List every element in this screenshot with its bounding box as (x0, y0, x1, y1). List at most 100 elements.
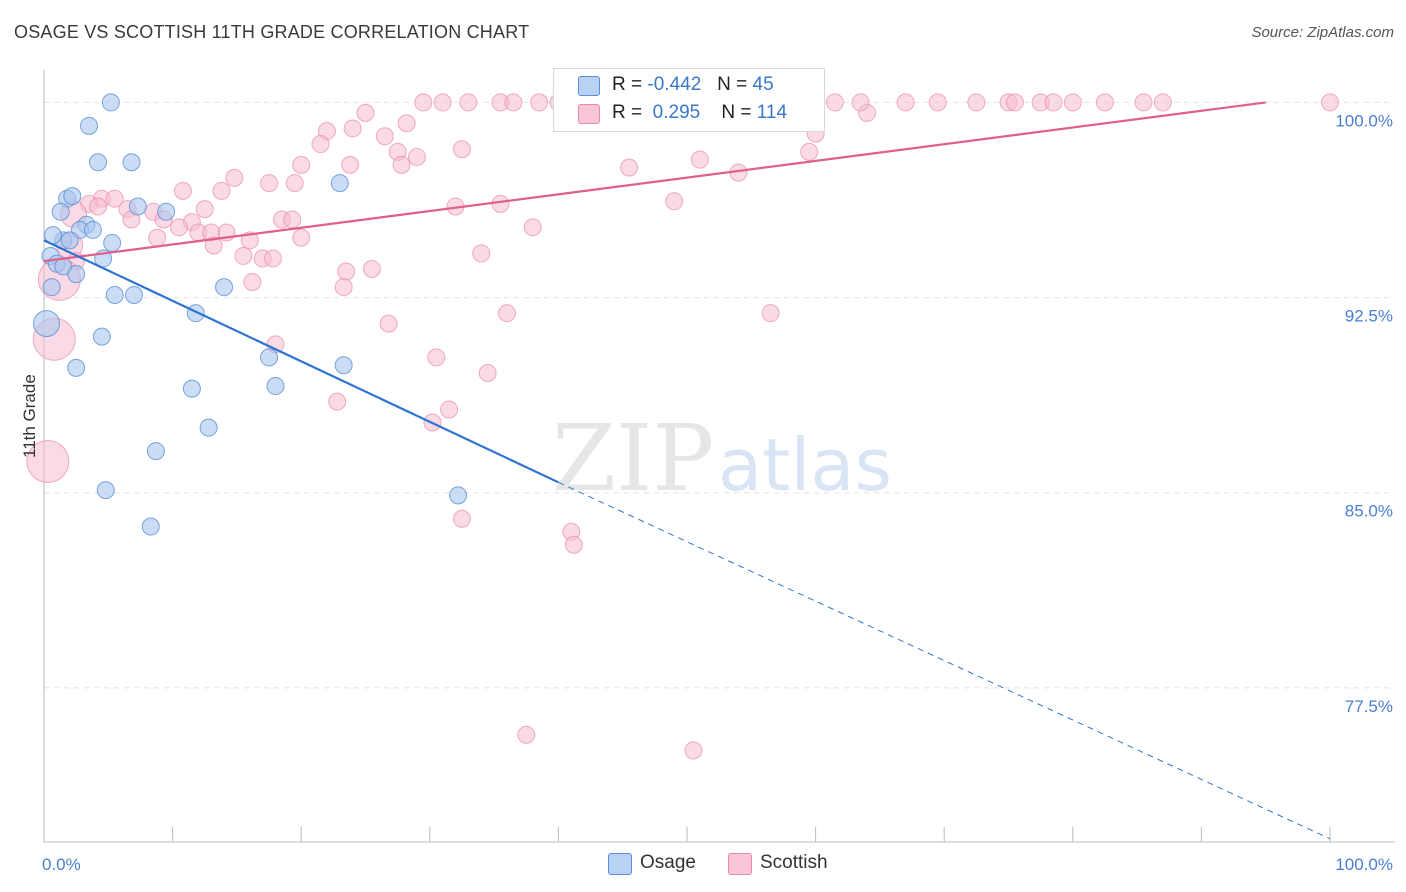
scottish-point (491, 194, 510, 213)
scottish-legend-swatch (728, 853, 752, 875)
osage-point (89, 153, 108, 172)
scottish-point (343, 119, 362, 138)
y-axis-label: 11th Grade (20, 374, 39, 458)
osage-point (83, 220, 102, 239)
scottish-point (896, 93, 915, 112)
scottish-point (459, 93, 478, 112)
scottish-point (341, 155, 360, 174)
scottish-point (1321, 93, 1339, 112)
y-tick-label: 77.5% (1345, 697, 1393, 716)
scottish-point (397, 114, 416, 133)
chart-title: OSAGE VS SCOTTISH 11TH GRADE CORRELATION… (14, 22, 530, 42)
osage-point (92, 327, 111, 346)
trend-lines (43, 101, 1331, 840)
scottish-point (761, 304, 780, 323)
scottish-point (427, 348, 446, 367)
scottish-point (89, 197, 108, 216)
scottish-point (356, 103, 375, 122)
scottish-point (234, 246, 253, 265)
legend-r-value: 0.295 (652, 102, 701, 123)
scottish-point (440, 400, 459, 419)
scottish-point (212, 181, 231, 200)
scottish-point (105, 189, 124, 208)
scottish-point (148, 228, 167, 247)
scottish-point (375, 127, 394, 146)
scottish-point (690, 150, 709, 169)
osage-point (334, 356, 353, 375)
osage-point (103, 233, 122, 252)
scottish-point (311, 135, 330, 154)
osage-legend-swatch (608, 853, 632, 875)
tick-labels: 100.0% 92.5% 85.0% 77.5% 0.0% 100.0% (42, 111, 1393, 874)
scottish-point (292, 228, 311, 247)
scottish-point (530, 93, 549, 112)
scottish-point (285, 174, 304, 193)
osage-point (141, 517, 160, 536)
scottish-point (173, 181, 192, 200)
scottish-legend-label: Scottish (760, 852, 828, 873)
scottish-point (1005, 93, 1024, 112)
osage-point (51, 202, 70, 221)
scottish-point (504, 93, 523, 112)
scottish-point (1095, 93, 1114, 112)
scottish-point (928, 93, 947, 112)
scottish-point (967, 93, 986, 112)
scottish-point (283, 210, 302, 229)
legend-r-value: -0.442 (647, 74, 702, 95)
osage-point (266, 377, 285, 396)
scottish-point (240, 231, 259, 250)
scottish-point (1153, 93, 1172, 112)
scottish-trend-line (43, 101, 1266, 263)
scottish-point (452, 509, 471, 528)
osage-point (186, 304, 205, 323)
legend-n-value: 114 (756, 102, 788, 123)
osage-point (80, 116, 99, 135)
scottish-swatch (578, 104, 600, 124)
watermark: ZIP atlas (552, 405, 892, 512)
scottish-point (665, 192, 684, 211)
scottish-point (1044, 93, 1063, 112)
osage-point (199, 418, 218, 437)
scottish-point (337, 262, 356, 281)
watermark-atlas: atlas (718, 423, 892, 507)
scottish-point (292, 155, 311, 174)
osage-point (60, 231, 79, 250)
scottish-point (620, 158, 639, 177)
grid (44, 101, 1395, 689)
y-tick-label: 100.0% (1335, 111, 1393, 130)
scottish-point (195, 200, 214, 219)
scottish-point (204, 236, 223, 255)
osage-point (215, 278, 234, 297)
osage-points (33, 93, 468, 536)
osage-point (67, 265, 86, 284)
scottish-point (414, 93, 433, 112)
scottish-point (243, 272, 262, 291)
scottish-point (170, 218, 189, 237)
scottish-point (851, 93, 870, 112)
scottish-point (392, 155, 411, 174)
osage-point (122, 153, 141, 172)
x-tick-label: 0.0% (42, 855, 81, 874)
osage-point (101, 93, 120, 112)
scottish-point (260, 174, 279, 193)
scottish-point (334, 278, 353, 297)
x-tick-label: 100.0% (1335, 855, 1393, 874)
osage-point (105, 285, 124, 304)
scottish-point (225, 168, 244, 187)
stats-legend: R = -0.442 N = 45 R = 0.295 N = 114 (553, 68, 825, 132)
osage-point (182, 379, 201, 398)
scottish-point (1134, 93, 1153, 112)
scottish-point (362, 259, 381, 278)
osage-point (125, 285, 144, 304)
y-tick-label: 92.5% (1345, 307, 1393, 326)
osage-trend-extension (558, 481, 1331, 840)
osage-legend-label: Osage (640, 852, 696, 873)
osage-point (33, 310, 61, 338)
osage-point (157, 202, 176, 221)
scottish-point (523, 218, 542, 237)
legend-r-label: R = (612, 74, 643, 95)
scottish-point (800, 142, 819, 161)
osage-point (146, 442, 165, 461)
scottish-point (564, 535, 583, 554)
scottish-point (1063, 93, 1082, 112)
